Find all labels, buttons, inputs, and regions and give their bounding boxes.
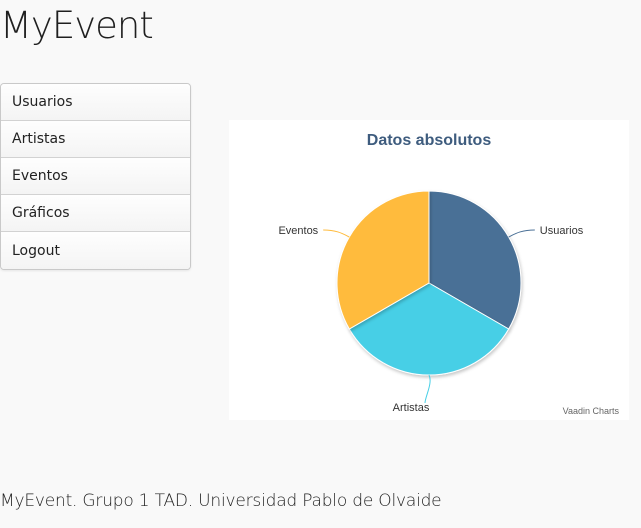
chart-title: Datos absolutos [367, 132, 492, 149]
menu-item-logout[interactable]: Logout [1, 232, 190, 269]
pie-label-artistas: Artistas [393, 402, 430, 414]
main-menu: Usuarios Artistas Eventos Gráficos Logou… [0, 83, 191, 270]
pie-chart: Datos absolutos UsuariosArtistasEventos … [278, 132, 620, 416]
pie-slice-eventos[interactable] [336, 190, 430, 330]
pie-label-usuarios: Usuarios [540, 225, 584, 237]
pie-slice-artistas[interactable] [348, 282, 510, 376]
pie-connector-eventos [323, 229, 350, 238]
app-title: MyEvent [0, 4, 154, 47]
chart-credits[interactable]: Vaadin Charts [563, 406, 620, 416]
menu-item-eventos[interactable]: Eventos [1, 158, 190, 195]
pie-label-eventos: Eventos [278, 225, 318, 237]
pie-chart-panel: Datos absolutos Usuarios Artistas Eventos … [229, 120, 629, 420]
menu-item-graficos[interactable]: Gráficos [1, 195, 190, 232]
pie-connector-artistas [424, 374, 431, 404]
menu-item-usuarios[interactable]: Usuarios [1, 84, 190, 121]
footer-text: MyEvent. Grupo 1 TAD. Universidad Pablo … [0, 491, 442, 511]
menu-item-artistas[interactable]: Artistas [1, 121, 190, 158]
pie-slice-usuarios[interactable] [428, 190, 522, 330]
pie-connector-usuarios [508, 229, 535, 238]
